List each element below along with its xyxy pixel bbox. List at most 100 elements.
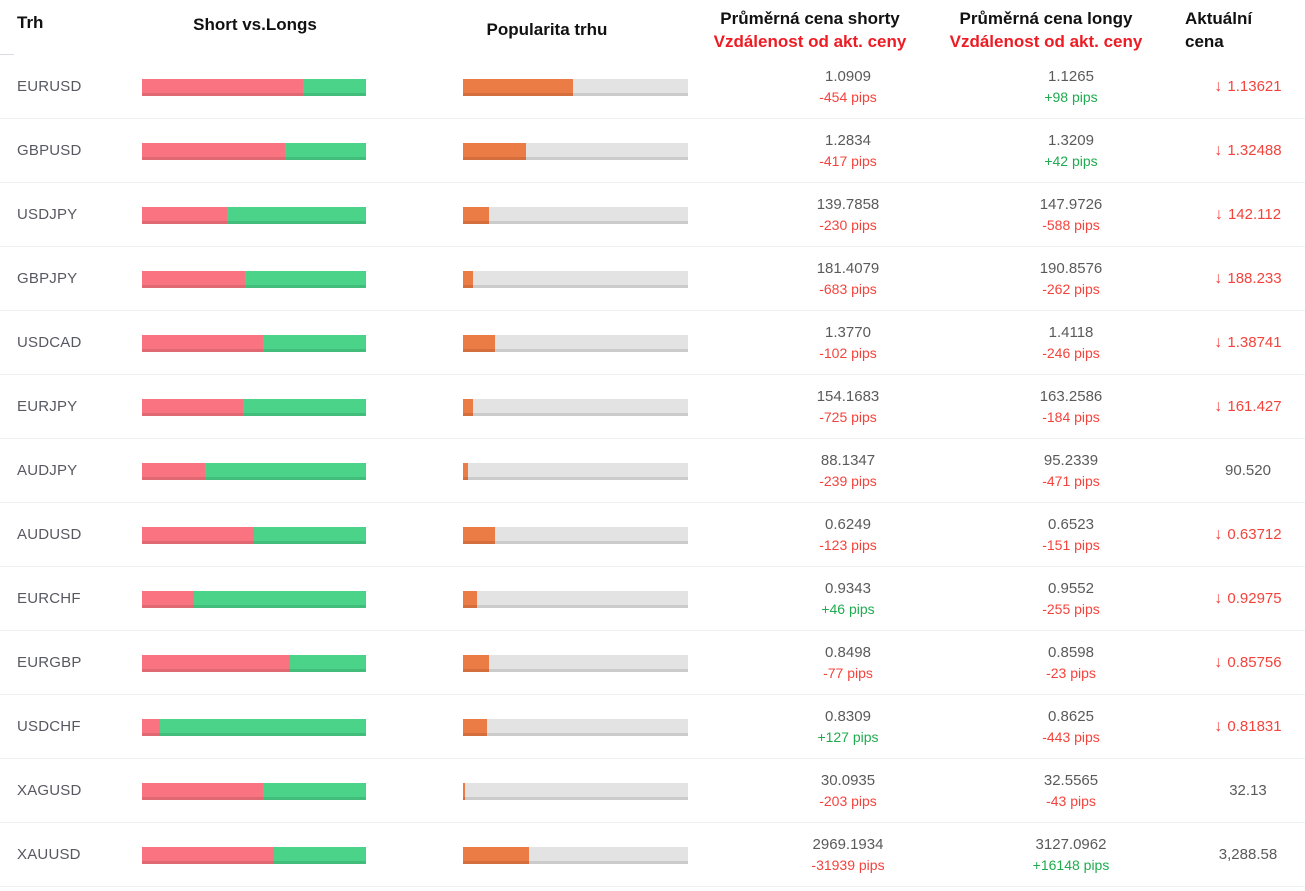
table-row[interactable]: EURUSD 1.0909 -454 pips 1.1265 +98 pips …	[0, 55, 1305, 119]
bar-shadow	[463, 93, 688, 96]
table-row[interactable]: XAUUSD 2969.1934 -31939 pips 3127.0962 +…	[0, 823, 1305, 887]
current-price: 142.112	[1227, 206, 1282, 223]
avg-long-price: 0.9552	[1048, 580, 1094, 597]
popularity-segment	[463, 463, 468, 480]
market-label: EURUSD	[17, 78, 82, 95]
current-price: 3,288.58	[1218, 846, 1278, 863]
shorts-segment	[142, 591, 194, 608]
bar-shadow	[463, 861, 688, 864]
shorts-segment	[142, 79, 304, 96]
current-price-cell: 90.520	[1138, 439, 1305, 502]
current-price: 0.85756	[1227, 654, 1282, 671]
bar-shadow	[142, 797, 366, 800]
avg-short-price: 181.4079	[816, 260, 880, 277]
long-distance-pips: -262 pips	[1042, 281, 1100, 297]
shorts-segment	[142, 847, 275, 864]
longs-segment	[204, 463, 366, 480]
short-distance-pips: -102 pips	[819, 345, 877, 361]
table-row[interactable]: GBPJPY 181.4079 -683 pips 190.8576 -262 …	[0, 247, 1305, 311]
avg-long-price: 3127.0962	[1035, 836, 1107, 853]
popularity-bar	[463, 143, 688, 160]
column-header-short-vs-longs: Short vs.Longs	[193, 15, 317, 34]
down-arrow-icon: ↓	[1214, 141, 1223, 159]
longs-segment	[245, 271, 366, 288]
current-price-cell: ↓ 0.63712	[1138, 503, 1305, 566]
avg-short-cell: 181.4079 -683 pips	[738, 247, 958, 310]
popularity-bar	[463, 719, 688, 736]
table-row[interactable]: EURJPY 154.1683 -725 pips 163.2586 -184 …	[0, 375, 1305, 439]
short-distance-pips: -683 pips	[819, 281, 877, 297]
table-row[interactable]: AUDUSD 0.6249 -123 pips 0.6523 -151 pips…	[0, 503, 1305, 567]
column-header-popularity: Popularita trhu	[486, 20, 608, 39]
table-row[interactable]: USDJPY 139.7858 -230 pips 147.9726 -588 …	[0, 183, 1305, 247]
header-divider	[0, 54, 14, 55]
column-header-avg-short: Průměrná cena shorty Vzdálenost od akt. …	[700, 7, 920, 53]
bar-shadow	[463, 733, 688, 736]
shorts-segment	[142, 719, 160, 736]
current-price: 0.81831	[1227, 718, 1282, 735]
long-distance-title: Vzdálenost od akt. ceny	[949, 32, 1143, 51]
avg-short-cell: 0.9343 +46 pips	[738, 567, 958, 630]
current-price-cell: ↓ 0.81831	[1138, 695, 1305, 758]
bar-shadow	[142, 413, 366, 416]
market-label: USDJPY	[17, 206, 78, 223]
long-distance-pips: +42 pips	[1044, 153, 1098, 169]
current-price-cell: ↓ 142.112	[1138, 183, 1305, 246]
current-price: 1.32488	[1227, 142, 1282, 159]
down-arrow-icon: ↓	[1214, 525, 1223, 543]
popularity-segment	[463, 591, 477, 608]
avg-long-price: 147.9726	[1039, 196, 1103, 213]
longs-segment	[227, 207, 366, 224]
bar-shadow	[142, 285, 366, 288]
avg-long-price: 163.2586	[1039, 388, 1103, 405]
short-vs-longs-bar	[142, 719, 366, 736]
avg-short-price: 1.2834	[825, 132, 871, 149]
avg-short-price: 30.0935	[820, 772, 876, 789]
short-distance-pips: -230 pips	[819, 217, 877, 233]
avg-short-price: 0.8309	[825, 708, 871, 725]
long-distance-pips: -255 pips	[1042, 601, 1100, 617]
table-row[interactable]: USDCHF 0.8309 +127 pips 0.8625 -443 pips…	[0, 695, 1305, 759]
table-row[interactable]: GBPUSD 1.2834 -417 pips 1.3209 +42 pips …	[0, 119, 1305, 183]
table-row[interactable]: EURCHF 0.9343 +46 pips 0.9552 -255 pips …	[0, 567, 1305, 631]
short-vs-longs-bar	[142, 655, 366, 672]
avg-long-cell: 0.8598 -23 pips	[961, 631, 1181, 694]
current-price-cell: 3,288.58	[1138, 823, 1305, 886]
current-price: 0.63712	[1227, 526, 1282, 543]
current-price: 161.427	[1227, 398, 1282, 415]
shorts-segment	[142, 271, 246, 288]
longs-segment	[262, 335, 366, 352]
avg-short-cell: 1.2834 -417 pips	[738, 119, 958, 182]
current-price: 1.13621	[1227, 78, 1282, 95]
market-label: XAGUSD	[17, 782, 82, 799]
short-distance-pips: -454 pips	[819, 89, 877, 105]
bar-shadow	[463, 541, 688, 544]
market-label: GBPUSD	[17, 142, 82, 159]
long-distance-pips: -23 pips	[1046, 665, 1096, 681]
short-vs-longs-bar	[142, 143, 366, 160]
table-row[interactable]: AUDJPY 88.1347 -239 pips 95.2339 -471 pi…	[0, 439, 1305, 503]
bar-shadow	[142, 477, 366, 480]
bar-shadow	[463, 413, 688, 416]
avg-long-price: 190.8576	[1039, 260, 1103, 277]
avg-long-cell: 0.8625 -443 pips	[961, 695, 1181, 758]
table-row[interactable]: XAGUSD 30.0935 -203 pips 32.5565 -43 pip…	[0, 759, 1305, 823]
down-arrow-icon: ↓	[1214, 205, 1223, 223]
popularity-bar	[463, 655, 688, 672]
avg-long-cell: 1.3209 +42 pips	[961, 119, 1181, 182]
current-price-cell: ↓ 1.38741	[1138, 311, 1305, 374]
popularity-segment	[463, 207, 489, 224]
long-distance-pips: -443 pips	[1042, 729, 1100, 745]
short-distance-pips: -417 pips	[819, 153, 877, 169]
current-price: 32.13	[1229, 782, 1267, 799]
short-distance-pips: -725 pips	[819, 409, 877, 425]
table-row[interactable]: USDCAD 1.3770 -102 pips 1.4118 -246 pips…	[0, 311, 1305, 375]
popularity-bar	[463, 527, 688, 544]
longs-segment	[159, 719, 366, 736]
current-price: 1.38741	[1227, 334, 1282, 351]
long-distance-pips: -184 pips	[1042, 409, 1100, 425]
popularity-bar	[463, 399, 688, 416]
short-distance-pips: +46 pips	[821, 601, 875, 617]
table-row[interactable]: EURGBP 0.8498 -77 pips 0.8598 -23 pips ↓…	[0, 631, 1305, 695]
